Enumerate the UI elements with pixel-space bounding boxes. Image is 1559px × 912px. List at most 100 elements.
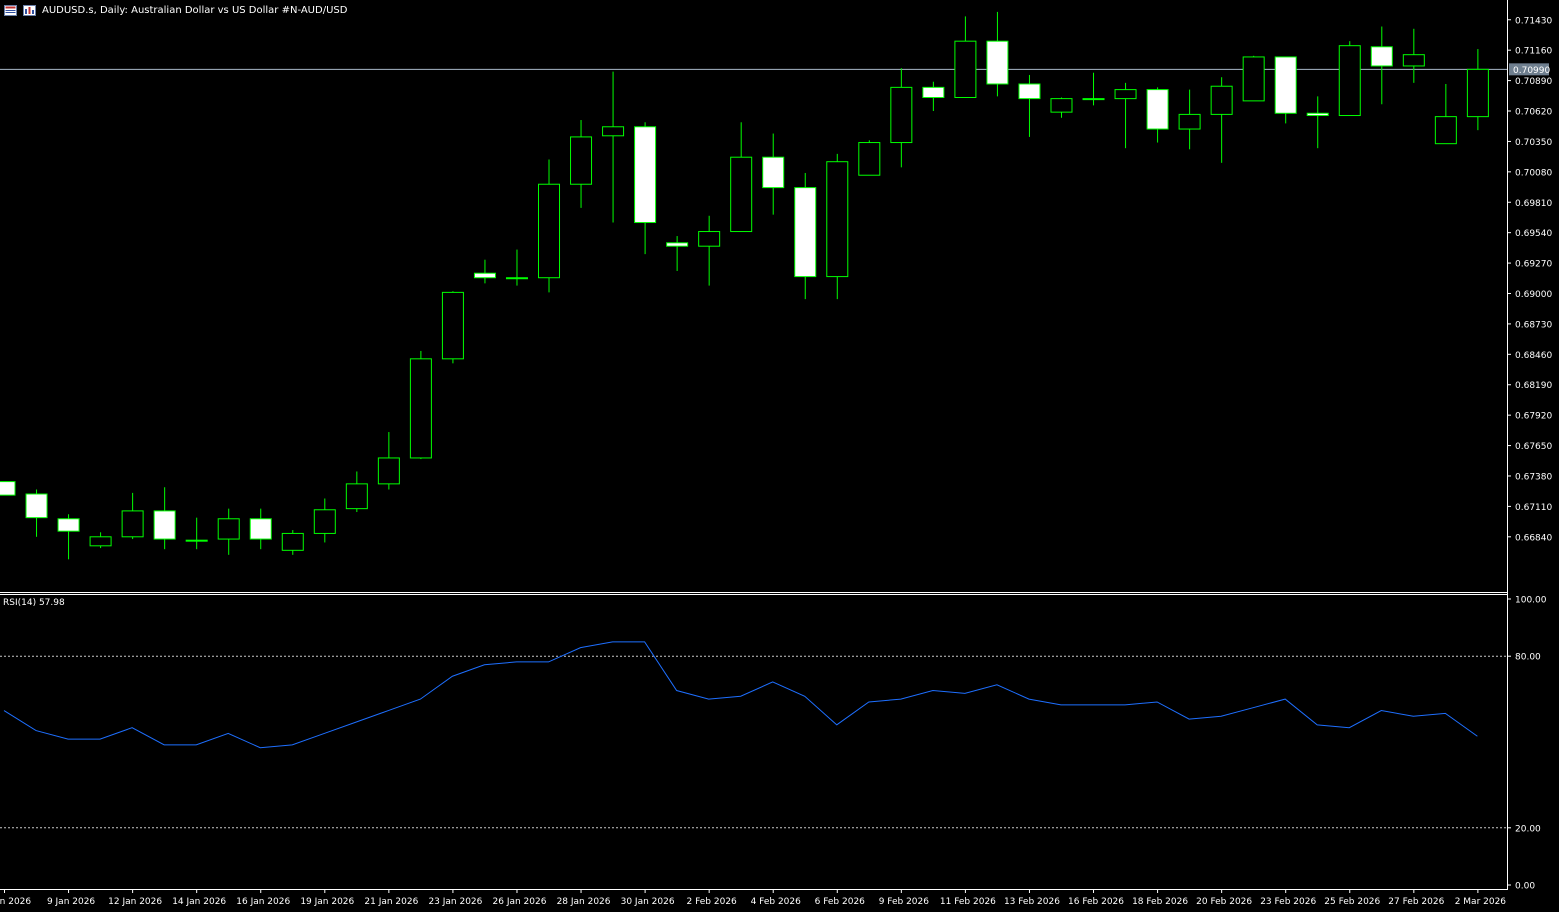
price-axis: 0.71430 0.71160 0.70890 0.70620 0.70350 0.700… bbox=[0, 0, 1552, 890]
candle bbox=[1370, 26, 1393, 105]
candle-body bbox=[666, 242, 689, 247]
price-label: 0.71160 bbox=[1515, 47, 1552, 57]
current-price-tag bbox=[1509, 63, 1549, 76]
price-label: 0.68460 bbox=[1515, 351, 1552, 361]
candle bbox=[185, 517, 208, 550]
time-label: 21 Jan 2026 bbox=[364, 897, 418, 907]
candle-body bbox=[121, 510, 144, 538]
time-label: 25 Feb 2026 bbox=[1324, 897, 1380, 907]
candle-body bbox=[1402, 54, 1425, 67]
time-label: 4 Feb 2026 bbox=[751, 897, 802, 907]
time-label: 19 Jan 2026 bbox=[300, 897, 354, 907]
price-label: 0.67380 bbox=[1515, 472, 1552, 482]
candle bbox=[1178, 89, 1201, 150]
time-label: 26 Jan 2026 bbox=[493, 897, 547, 907]
candle-body bbox=[954, 40, 977, 98]
candle bbox=[1242, 55, 1265, 102]
time-label: 20 Feb 2026 bbox=[1196, 897, 1252, 907]
candle-body bbox=[858, 142, 881, 176]
candle-body bbox=[185, 539, 208, 542]
candle bbox=[1434, 83, 1457, 145]
time-label: 13 Feb 2026 bbox=[1004, 897, 1060, 907]
candle-body bbox=[1114, 89, 1137, 100]
candle-body bbox=[345, 483, 368, 510]
candle-body bbox=[441, 291, 464, 360]
candle-body bbox=[1210, 85, 1233, 115]
rsi-axis-label: 0.00 bbox=[1515, 882, 1535, 892]
time-label: 11 Feb 2026 bbox=[940, 897, 996, 907]
time-label: 2 Feb 2026 bbox=[687, 897, 738, 907]
candle-body bbox=[762, 156, 785, 189]
candle bbox=[1338, 41, 1361, 117]
candle-body bbox=[505, 277, 528, 280]
rsi-axis-label: 100.00 bbox=[1515, 596, 1547, 606]
candle-body bbox=[1338, 45, 1361, 117]
candle bbox=[1082, 72, 1105, 106]
candle-body bbox=[922, 86, 945, 98]
candle-body bbox=[377, 457, 400, 485]
candle bbox=[890, 68, 913, 168]
candle-body bbox=[281, 532, 304, 551]
price-label: 0.68190 bbox=[1515, 381, 1552, 391]
candle bbox=[1114, 82, 1137, 149]
candle-body bbox=[153, 510, 176, 540]
rsi-line bbox=[3, 641, 1478, 749]
candle bbox=[345, 471, 368, 513]
candle bbox=[1466, 49, 1489, 131]
time-label: 18 Feb 2026 bbox=[1132, 897, 1188, 907]
candle-body bbox=[1370, 46, 1393, 67]
candle-body bbox=[730, 156, 753, 233]
price-label: 0.70350 bbox=[1515, 138, 1552, 148]
rsi-pane: 100.00 80.00 20.00 0.00 bbox=[0, 596, 1547, 892]
candle bbox=[0, 481, 16, 496]
candle bbox=[1402, 28, 1425, 83]
candle bbox=[1146, 87, 1169, 143]
candle bbox=[217, 508, 240, 555]
rsi-axis-label: 80.00 bbox=[1515, 653, 1541, 663]
candle-body bbox=[89, 536, 112, 547]
symbol-list-icon[interactable] bbox=[4, 4, 17, 16]
price-label: 0.69810 bbox=[1515, 199, 1552, 209]
candle bbox=[602, 71, 625, 223]
price-label: 0.68730 bbox=[1515, 320, 1552, 330]
candle-body bbox=[1178, 113, 1201, 130]
candle-body bbox=[57, 518, 80, 532]
candle-body bbox=[1050, 98, 1073, 113]
price-label: 0.71430 bbox=[1515, 16, 1552, 26]
time-label: 23 Jan 2026 bbox=[428, 897, 482, 907]
candle bbox=[25, 489, 48, 537]
price-label: 0.69270 bbox=[1515, 260, 1552, 270]
candle bbox=[153, 487, 176, 550]
candle-body bbox=[1242, 56, 1265, 102]
candle bbox=[57, 514, 80, 560]
chart-type-icon[interactable] bbox=[23, 4, 36, 16]
rsi-label: RSI(14) 57.98 bbox=[3, 598, 65, 608]
candle bbox=[730, 122, 753, 233]
candle-body bbox=[634, 126, 657, 224]
price-label: 0.67650 bbox=[1515, 442, 1552, 452]
time-axis: 7 Jan 2026 9 Jan 2026 12 Jan 2026 14 Jan 20… bbox=[0, 889, 1506, 907]
candle-body bbox=[1082, 98, 1105, 101]
price-label: 0.70080 bbox=[1515, 168, 1552, 178]
candle-body bbox=[249, 518, 272, 540]
current-price-label: 0.70990 bbox=[1513, 66, 1550, 76]
candle bbox=[473, 259, 496, 284]
candle bbox=[89, 532, 112, 549]
candle bbox=[538, 159, 561, 293]
candle-body bbox=[602, 126, 625, 137]
candle-body bbox=[217, 518, 240, 540]
candle-body bbox=[473, 272, 496, 279]
candle-body bbox=[1274, 56, 1297, 114]
candle-body bbox=[25, 493, 48, 519]
candle-body bbox=[890, 86, 913, 144]
candle bbox=[1306, 96, 1329, 149]
candle-body bbox=[313, 509, 336, 534]
candle bbox=[698, 215, 721, 286]
time-label: 9 Jan 2026 bbox=[47, 897, 95, 907]
candles bbox=[0, 11, 1489, 560]
candle bbox=[249, 508, 272, 550]
price-label: 0.69540 bbox=[1515, 229, 1552, 239]
price-label: 0.69000 bbox=[1515, 290, 1552, 300]
candle-body bbox=[1018, 83, 1041, 100]
